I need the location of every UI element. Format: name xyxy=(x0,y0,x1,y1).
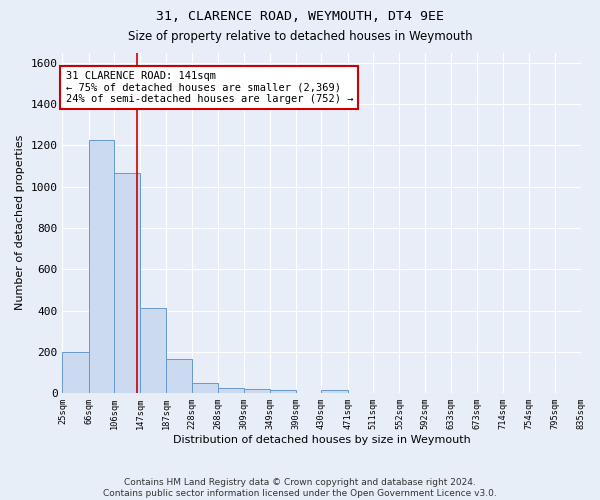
Bar xyxy=(114,174,140,393)
Bar xyxy=(269,390,296,393)
Bar xyxy=(140,308,166,393)
Y-axis label: Number of detached properties: Number of detached properties xyxy=(15,135,25,310)
Bar xyxy=(322,390,347,393)
Bar xyxy=(192,384,218,393)
Bar xyxy=(244,390,269,393)
Text: Contains HM Land Registry data © Crown copyright and database right 2024.
Contai: Contains HM Land Registry data © Crown c… xyxy=(103,478,497,498)
Text: 31, CLARENCE ROAD, WEYMOUTH, DT4 9EE: 31, CLARENCE ROAD, WEYMOUTH, DT4 9EE xyxy=(156,10,444,23)
X-axis label: Distribution of detached houses by size in Weymouth: Distribution of detached houses by size … xyxy=(173,435,470,445)
Bar xyxy=(62,352,89,393)
Bar xyxy=(218,388,244,393)
Text: 31 CLARENCE ROAD: 141sqm
← 75% of detached houses are smaller (2,369)
24% of sem: 31 CLARENCE ROAD: 141sqm ← 75% of detach… xyxy=(65,71,353,104)
Bar xyxy=(89,140,114,393)
Bar xyxy=(166,359,192,393)
Text: Size of property relative to detached houses in Weymouth: Size of property relative to detached ho… xyxy=(128,30,472,43)
